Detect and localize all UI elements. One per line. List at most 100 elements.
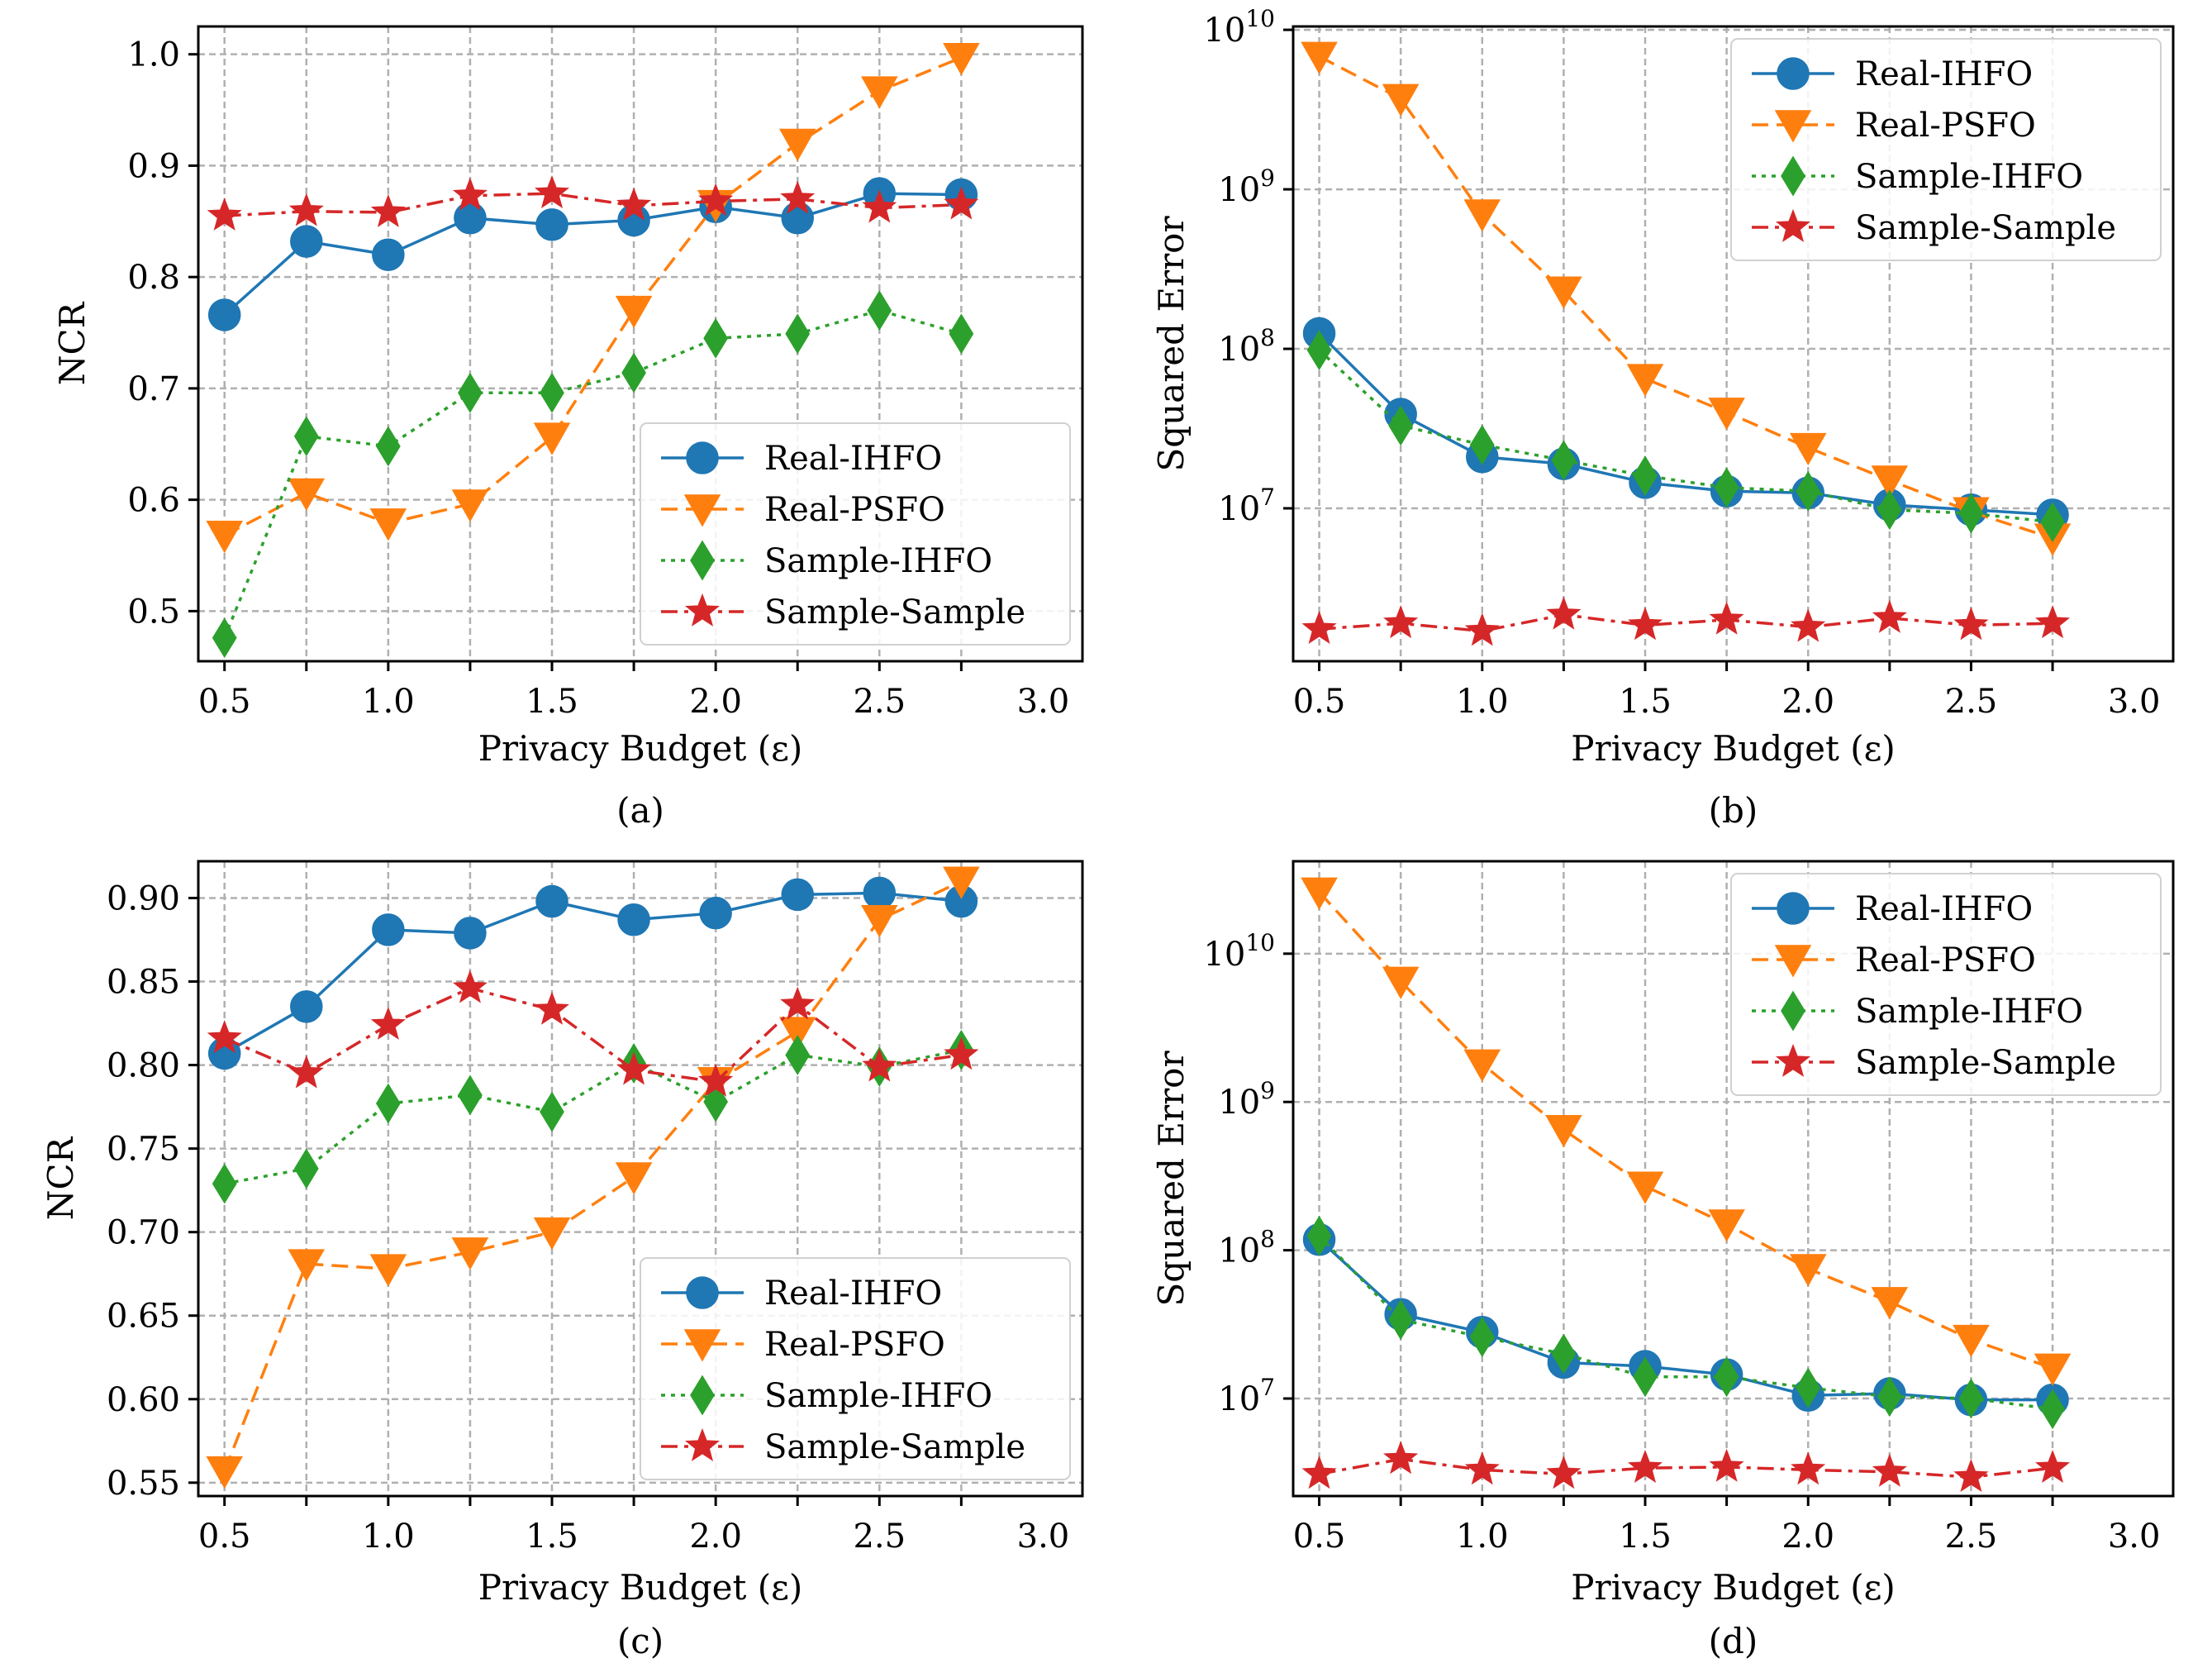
data-point-sample-sample — [862, 189, 897, 223]
x-tick-label: 1.0 — [362, 1518, 415, 1556]
data-point-real-psfo — [943, 42, 980, 76]
legend-marker-real-ihfo — [686, 441, 719, 474]
data-point-real-ihfo — [372, 238, 405, 271]
data-point-sample-ihfo — [1877, 489, 1902, 531]
x-tick-label: 1.5 — [1619, 1518, 1672, 1556]
data-point-sample-sample — [534, 991, 570, 1025]
panel-caption: (a) — [616, 790, 664, 831]
y-tick-label: 108 — [1218, 1226, 1275, 1270]
x-tick-label: 3.0 — [1017, 1518, 1070, 1556]
x-tick-label: 1.0 — [1456, 683, 1509, 721]
y-axis-label: Squared Error — [1151, 216, 1192, 472]
data-point-sample-sample — [1301, 610, 1337, 645]
legend-marker-sample-sample — [1775, 208, 1811, 242]
data-point-real-psfo — [288, 1249, 326, 1282]
data-point-real-ihfo — [290, 990, 323, 1023]
data-point-sample-ihfo — [293, 1148, 319, 1189]
data-point-sample-ihfo — [1633, 1356, 1658, 1398]
chart-panel-d: 0.5 1.0 1.5 2.0 2.5 3.0 107 108 109 1010 Privacy B… — [1151, 860, 2175, 1661]
data-point-real-psfo — [861, 76, 898, 109]
data-point-real-psfo — [1626, 364, 1664, 397]
data-point-sample-sample — [1709, 1448, 1744, 1482]
data-point-sample-ihfo — [212, 1163, 237, 1204]
series-line-sample-ihfo — [223, 308, 962, 639]
data-point-real-psfo — [451, 1237, 489, 1270]
data-point-sample-ihfo — [785, 1034, 811, 1075]
x-axis-label: Privacy Budget (ε) — [1571, 1567, 1895, 1608]
y-tick-label: 0.75 — [107, 1131, 180, 1169]
data-point-sample-ihfo — [1796, 470, 1821, 512]
data-point-sample-sample — [207, 197, 242, 231]
y-tick-label: 108 — [1218, 324, 1275, 369]
data-point-real-psfo — [1708, 1209, 1745, 1242]
data-point-sample-ihfo — [1958, 493, 1984, 534]
legend-label-real-ihfo: Real-IHFO — [1855, 890, 2033, 928]
panel-caption: (c) — [617, 1621, 664, 1661]
series-line-real-psfo — [1318, 891, 2053, 1370]
legend-box — [640, 1257, 1071, 1480]
data-point-sample-ihfo — [458, 1075, 483, 1116]
data-point-real-psfo — [206, 520, 243, 554]
legend-label-sample-sample: Sample-Sample — [764, 593, 1025, 631]
legend-marker-real-ihfo — [1777, 892, 1810, 925]
legend-marker-sample-ihfo — [1781, 990, 1805, 1032]
y-tick-label: 0.80 — [107, 1047, 180, 1085]
y-tick-label: 0.8 — [127, 259, 180, 297]
data-point-sample-sample — [780, 986, 816, 1020]
series-line-real-psfo — [1318, 55, 2053, 540]
chart-panel-c: 0.5 1.0 1.5 2.0 2.5 3.0 0.55 0.60 0.65 0.70 0.75 0.… — [40, 860, 1084, 1661]
data-point-sample-sample — [370, 1006, 406, 1040]
data-point-sample-sample — [1627, 607, 1663, 641]
data-point-real-ihfo — [699, 896, 732, 930]
x-tick-label: 3.0 — [1017, 683, 1070, 721]
y-tick-label: 107 — [1218, 1374, 1275, 1418]
data-point-real-psfo — [533, 422, 571, 455]
data-point-real-psfo — [1382, 966, 1420, 999]
data-point-real-ihfo — [454, 201, 487, 235]
legend-marker-real-ihfo — [686, 1276, 719, 1309]
data-point-real-psfo — [615, 1162, 653, 1195]
y-tick-label: 109 — [1218, 164, 1275, 209]
data-point-real-psfo — [1463, 199, 1501, 232]
plot-frame — [197, 860, 1084, 1498]
legend-marker-real-psfo — [1774, 110, 1812, 143]
y-axis-label: NCR — [52, 301, 93, 385]
x-tick-label: 0.5 — [198, 1518, 251, 1556]
legend-marker-sample-sample — [684, 1427, 721, 1461]
data-point-real-psfo — [369, 1254, 407, 1287]
legend-label-sample-ihfo: Sample-IHFO — [1855, 993, 2083, 1031]
y-tick-label: 0.5 — [127, 593, 180, 631]
data-point-real-ihfo — [454, 917, 487, 950]
data-point-real-psfo — [2034, 1353, 2072, 1386]
legend: Real-IHFO Real-PSFO Sample-IHFO Sample-Samp… — [1730, 38, 2162, 261]
x-axis-label: Privacy Budget (ε) — [478, 1567, 802, 1608]
y-tick-label: 0.7 — [127, 370, 180, 408]
data-point-sample-ihfo — [785, 313, 811, 355]
data-point-sample-ihfo — [1469, 424, 1495, 465]
legend-marker-sample-sample — [1775, 1043, 1811, 1077]
data-point-real-ihfo — [535, 884, 568, 918]
legend-label-real-psfo: Real-PSFO — [764, 491, 945, 529]
data-point-sample-sample — [1301, 1456, 1337, 1489]
data-point-sample-ihfo — [293, 416, 319, 457]
y-axis-label: NCR — [40, 1136, 81, 1220]
data-point-sample-sample — [944, 186, 979, 220]
legend-label-sample-sample: Sample-Sample — [1855, 209, 2116, 247]
y-axis-label: Squared Error — [1151, 1051, 1192, 1307]
y-tick-label: 0.85 — [107, 964, 180, 1002]
legend-label-sample-ihfo: Sample-IHFO — [764, 542, 992, 580]
data-point-real-psfo — [451, 489, 489, 522]
series-line-real-ihfo — [1318, 1238, 2053, 1402]
series-line-sample-ihfo — [1318, 1234, 2053, 1411]
legend-label-real-ihfo: Real-IHFO — [764, 440, 942, 478]
series-line-real-ihfo — [1318, 332, 2053, 517]
x-tick-label: 0.5 — [1293, 683, 1346, 721]
y-tick-label: 107 — [1218, 484, 1275, 528]
data-point-real-psfo — [1789, 432, 1827, 466]
data-point-real-psfo — [1789, 1254, 1827, 1287]
data-point-real-psfo — [533, 1217, 571, 1251]
data-point-real-psfo — [1301, 41, 1338, 74]
x-axis-label: Privacy Budget (ε) — [478, 728, 802, 769]
series-line-real-psfo — [223, 879, 963, 1472]
legend-marker-sample-ihfo — [690, 1375, 715, 1416]
